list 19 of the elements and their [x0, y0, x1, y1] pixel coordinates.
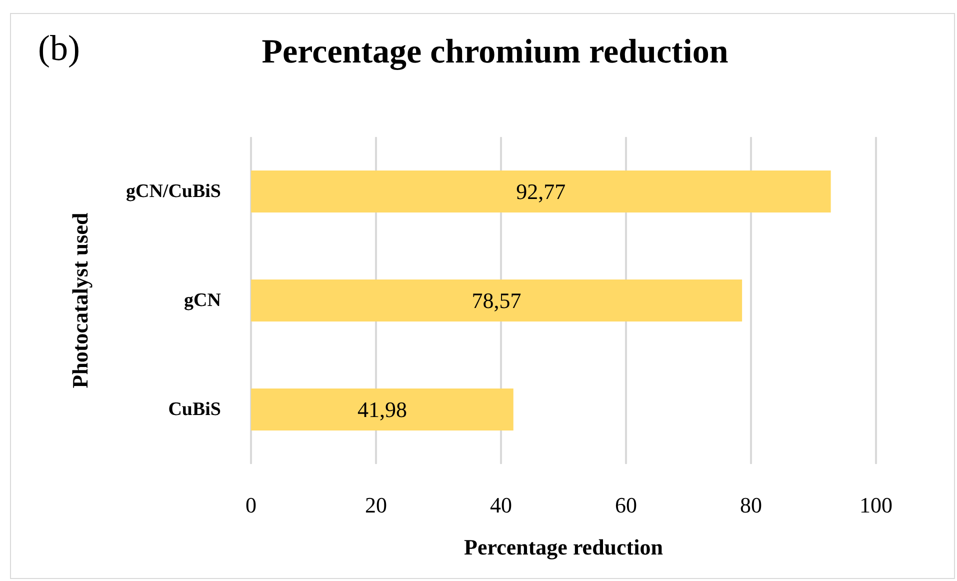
- x-tick-label: 60: [615, 492, 637, 518]
- text: (b): [38, 28, 80, 68]
- data-label: 92,77: [516, 179, 566, 204]
- y-tick-label: gCN/CuBiS: [126, 181, 221, 202]
- x-axis-title: Percentage reduction: [464, 534, 663, 560]
- chart-title: Percentage chromium reduction: [262, 34, 728, 70]
- y-tick-label: CuBiS: [168, 399, 221, 420]
- data-label: 41,98: [357, 397, 407, 422]
- bar: [251, 388, 514, 430]
- y-axis-title: Photocatalyst used: [68, 212, 92, 388]
- x-tick-label: 80: [740, 492, 762, 518]
- bar: [251, 280, 742, 322]
- x-tick-label: 40: [490, 492, 512, 518]
- x-tick-label: 100: [860, 492, 892, 518]
- y-tick-label: gCN: [184, 290, 222, 311]
- x-tick-label: 20: [365, 492, 387, 518]
- x-tick-label: 0: [246, 492, 256, 518]
- bar: [251, 170, 831, 212]
- data-label: 78,57: [472, 288, 522, 313]
